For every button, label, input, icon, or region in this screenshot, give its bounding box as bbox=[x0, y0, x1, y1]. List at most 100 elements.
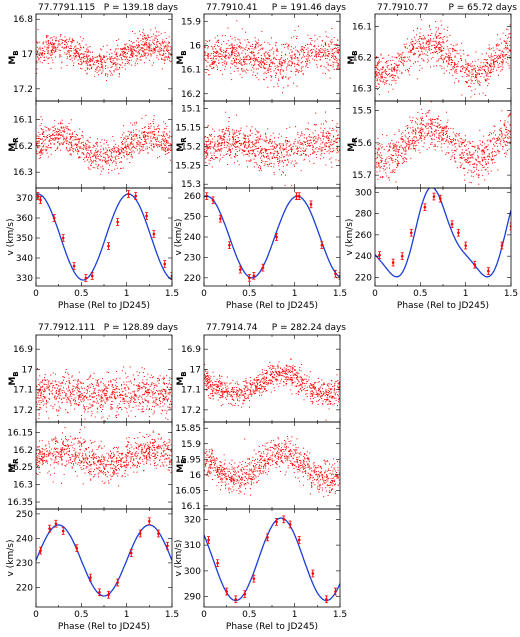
photometry-point bbox=[381, 57, 383, 59]
photometry-point bbox=[57, 135, 59, 137]
photometry-point bbox=[501, 136, 503, 138]
photometry-point bbox=[255, 57, 257, 59]
photometry-point bbox=[167, 137, 169, 139]
photometry-point bbox=[279, 149, 281, 151]
photometry-point bbox=[467, 172, 469, 174]
photometry-point bbox=[326, 146, 327, 147]
photometry-point bbox=[488, 82, 490, 84]
chart-group-77-7791-115: 77.7791.115 P = 139.18 days16.81717.2MB16… bbox=[6, 3, 179, 311]
photometry-point bbox=[295, 162, 297, 164]
photometry-point bbox=[148, 126, 150, 127]
photometry-point bbox=[419, 55, 421, 57]
photometry-point bbox=[210, 58, 212, 59]
photometry-point bbox=[282, 77, 284, 79]
photometry-point bbox=[131, 139, 133, 141]
photometry-point bbox=[234, 145, 235, 147]
photometry-point bbox=[290, 37, 292, 39]
photometry-point bbox=[73, 40, 75, 42]
photometry-point bbox=[323, 123, 325, 125]
photometry-point bbox=[320, 123, 322, 125]
photometry-point bbox=[338, 50, 340, 52]
photometry-point bbox=[158, 124, 160, 126]
photometry-point bbox=[67, 150, 69, 152]
photometry-point bbox=[105, 147, 107, 149]
photometry-point bbox=[230, 73, 232, 75]
mag-r-panel: 16.116.216.3MR bbox=[8, 100, 173, 189]
photometry-point bbox=[142, 29, 144, 31]
photometry-point bbox=[234, 59, 235, 61]
photometry-point bbox=[304, 149, 306, 151]
photometry-point bbox=[300, 144, 302, 145]
photometry-point bbox=[480, 73, 482, 75]
photometry-point bbox=[253, 54, 255, 56]
photometry-point bbox=[66, 42, 67, 43]
photometry-point bbox=[206, 149, 208, 151]
photometry-point bbox=[71, 41, 73, 43]
photometry-point bbox=[48, 136, 50, 137]
photometry-point bbox=[74, 143, 76, 145]
photometry-point bbox=[497, 62, 498, 64]
photometry-point bbox=[329, 148, 331, 150]
photometry-point bbox=[101, 63, 103, 65]
photometry-point bbox=[125, 140, 127, 142]
photometry-point bbox=[291, 148, 293, 150]
photometry-point bbox=[132, 135, 134, 137]
photometry-point bbox=[501, 55, 503, 57]
photometry-point bbox=[141, 47, 143, 49]
photometry-point bbox=[57, 45, 59, 47]
photometry-point bbox=[281, 57, 283, 59]
photometry-point bbox=[508, 148, 510, 150]
photometry-point bbox=[387, 65, 389, 67]
photometry-point bbox=[96, 138, 98, 140]
photometry-point bbox=[485, 94, 487, 96]
photometry-point bbox=[218, 39, 219, 41]
photometry-point bbox=[395, 64, 397, 66]
photometry-point bbox=[265, 150, 267, 152]
photometry-point bbox=[102, 153, 104, 155]
photometry-point bbox=[39, 152, 40, 154]
photometry-point bbox=[399, 70, 401, 72]
photometry-point bbox=[49, 137, 51, 139]
photometry-point bbox=[49, 37, 51, 39]
photometry-point bbox=[505, 128, 506, 130]
photometry-point bbox=[129, 131, 131, 133]
photometry-point bbox=[238, 140, 239, 142]
photometry-point bbox=[337, 151, 339, 153]
photometry-point bbox=[490, 65, 491, 67]
photometry-point bbox=[386, 62, 388, 64]
period-label: P = 65.72 days bbox=[448, 3, 517, 13]
photometry-point bbox=[214, 46, 215, 48]
photometry-point bbox=[68, 46, 69, 48]
photometry-point bbox=[251, 64, 253, 66]
photometry-point bbox=[55, 134, 57, 136]
photometry-point bbox=[383, 71, 385, 73]
photometry-point bbox=[271, 61, 273, 63]
photometry-point bbox=[376, 74, 378, 76]
photometry-point bbox=[239, 45, 241, 47]
photometry-point bbox=[285, 154, 287, 156]
photometry-point bbox=[438, 48, 440, 49]
photometry-point bbox=[466, 66, 468, 68]
photometry-point bbox=[163, 45, 165, 47]
photometry-point bbox=[381, 69, 383, 71]
photometry-point bbox=[414, 36, 416, 38]
photometry-point bbox=[75, 55, 77, 56]
photometry-point bbox=[214, 143, 216, 145]
photometry-point bbox=[134, 138, 136, 140]
photometry-point bbox=[429, 126, 431, 127]
photometry-point bbox=[70, 142, 72, 143]
photometry-point bbox=[94, 160, 96, 161]
photometry-point bbox=[334, 48, 335, 49]
photometry-point bbox=[252, 67, 254, 69]
photometry-point bbox=[294, 46, 296, 48]
photometry-point bbox=[115, 155, 117, 157]
y-tick-label: 16.3 bbox=[13, 168, 33, 178]
photometry-point bbox=[67, 129, 69, 131]
photometry-point bbox=[384, 82, 386, 83]
photometry-point bbox=[466, 55, 468, 57]
photometry-point bbox=[376, 56, 377, 58]
photometry-point bbox=[323, 138, 325, 140]
photometry-point bbox=[454, 49, 456, 51]
photometry-point bbox=[320, 139, 322, 141]
photometry-point bbox=[150, 50, 152, 52]
